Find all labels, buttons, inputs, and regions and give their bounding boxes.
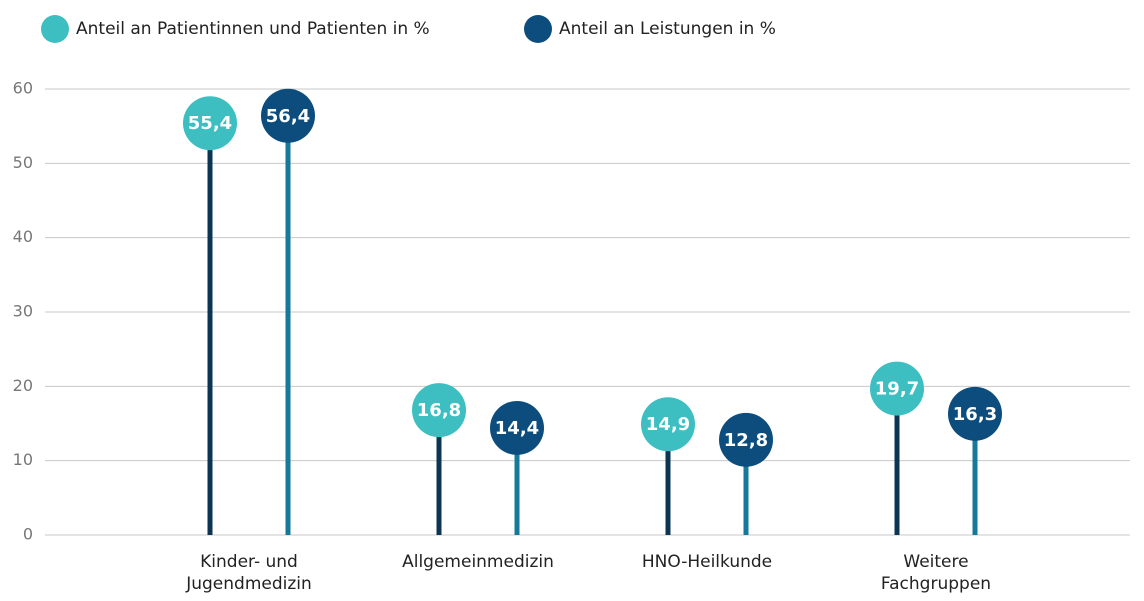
value-label: 12,8 (724, 430, 768, 451)
value-label: 16,8 (417, 400, 461, 421)
value-label: 14,4 (495, 418, 539, 439)
y-tick-label: 60 (13, 79, 33, 98)
y-tick-label: 50 (13, 153, 33, 172)
y-tick-label: 30 (13, 302, 33, 321)
value-label: 14,9 (646, 414, 690, 435)
y-tick-label: 20 (13, 376, 33, 395)
dot (490, 400, 544, 455)
x-tick-label: HNO-Heilkunde (641, 552, 773, 572)
y-tick-label: 0 (23, 525, 33, 544)
dot (719, 412, 773, 467)
legend-label: Anteil an Leistungen in % (559, 19, 776, 39)
dot (641, 397, 695, 452)
x-tick-label: Allgemeinmedizin (402, 552, 554, 572)
x-tick-label: Weitere Fachgruppen (880, 552, 992, 594)
y-tick-label: 40 (13, 227, 33, 246)
y-tick-label: 10 (13, 450, 33, 469)
legend-label: Anteil an Patientinnen und Patienten in … (76, 19, 430, 39)
dot (183, 96, 237, 151)
value-label: 56,4 (266, 106, 310, 127)
dot (870, 361, 924, 416)
dot (261, 88, 315, 143)
legend-swatch (524, 15, 552, 43)
dot (948, 386, 1002, 441)
x-tick-label: Kinder- und Jugendmedizin (186, 552, 312, 594)
legend-swatch (41, 15, 69, 43)
value-label: 19,7 (875, 379, 919, 400)
value-label: 55,4 (188, 113, 232, 134)
value-label: 16,3 (953, 404, 997, 425)
dot (412, 383, 466, 438)
